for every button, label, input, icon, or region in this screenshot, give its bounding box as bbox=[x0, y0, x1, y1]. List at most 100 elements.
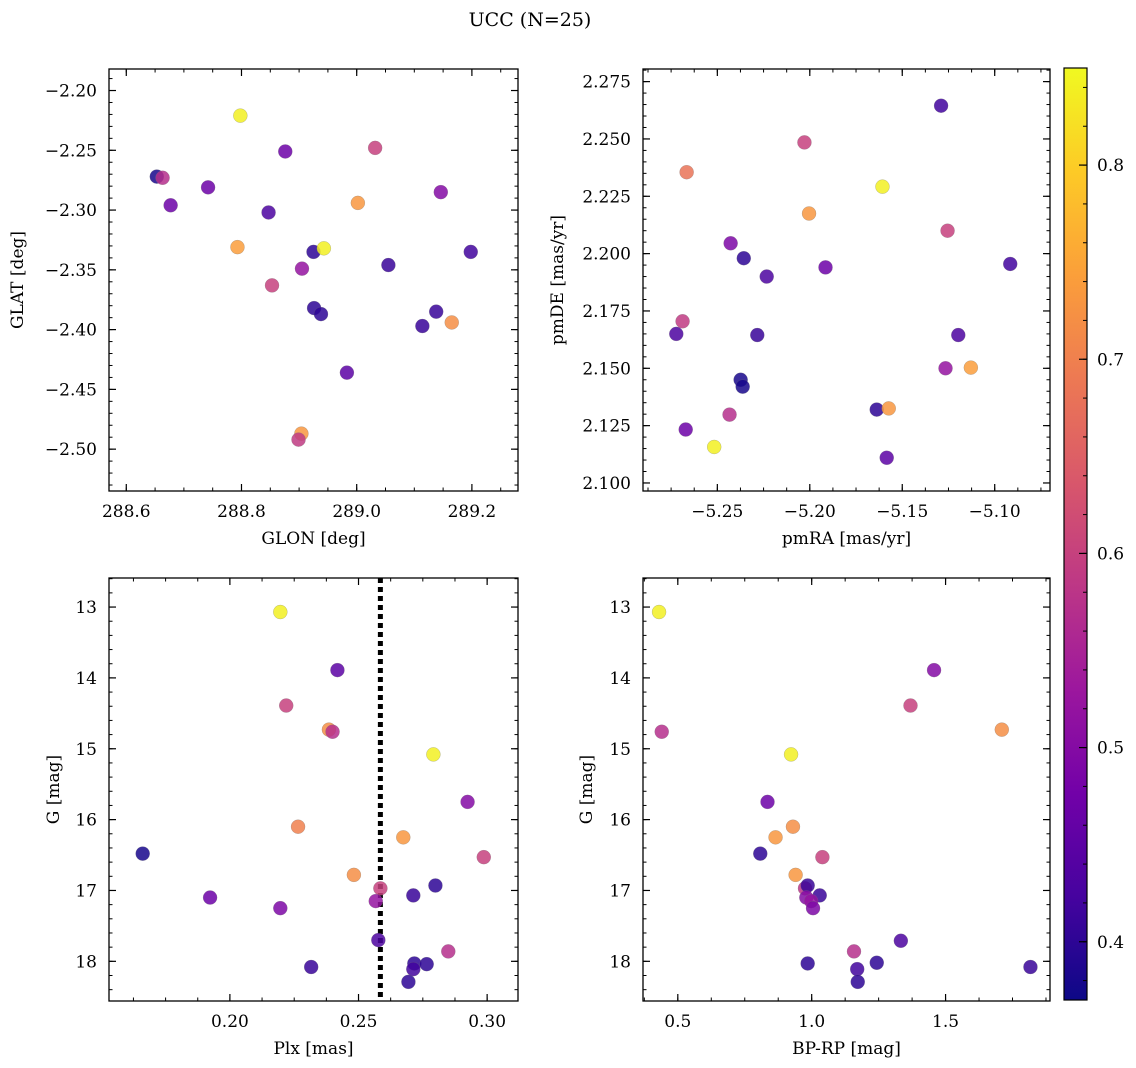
data-point bbox=[940, 223, 955, 238]
scatter-panel-1: 288.6 288.8 289.0 289.2 −2.50 −2.45 −2.40 −2.35… bbox=[8, 68, 519, 549]
data-point bbox=[346, 867, 362, 883]
x-tick-label: 0.20 bbox=[211, 1012, 249, 1032]
data-point bbox=[294, 261, 310, 276]
data-point bbox=[367, 140, 383, 156]
axes-frame bbox=[108, 577, 519, 1002]
data-point bbox=[476, 849, 491, 865]
colorbar-tick-label: 0.4 bbox=[1097, 933, 1124, 953]
data-point bbox=[316, 241, 332, 256]
data-point bbox=[273, 900, 288, 916]
data-point bbox=[760, 794, 775, 810]
data-point bbox=[869, 402, 884, 417]
y-tick-label: 2.250 bbox=[582, 130, 631, 150]
data-point bbox=[881, 401, 896, 416]
data-point bbox=[846, 944, 862, 959]
data-points bbox=[135, 604, 491, 990]
scatter-panel-3: 0.20 0.25 0.30 13 14 15 16 17 18 Plx [mas] G [mag] bbox=[44, 577, 519, 1059]
axes-frame bbox=[108, 68, 519, 492]
data-point bbox=[313, 306, 329, 322]
data-point bbox=[406, 888, 421, 903]
data-point bbox=[330, 662, 345, 678]
y-tick-label: 2.225 bbox=[582, 187, 631, 207]
y-tick-label: −2.25 bbox=[45, 141, 97, 161]
data-point bbox=[325, 724, 340, 739]
data-point bbox=[339, 365, 355, 380]
x-tick-label: 0.5 bbox=[664, 1012, 691, 1032]
colorbar-gradient bbox=[1064, 68, 1087, 1000]
x-tick-label: −5.10 bbox=[969, 502, 1021, 522]
data-point bbox=[926, 662, 942, 678]
x-tick-label: 289.0 bbox=[332, 502, 381, 522]
data-point bbox=[290, 819, 306, 834]
data-point bbox=[1023, 959, 1038, 975]
scatter-panels: 288.6 288.8 289.0 289.2 −2.50 −2.45 −2.40 −2.35… bbox=[8, 68, 1051, 1059]
x-axis-label: Plx [mas] bbox=[273, 1039, 353, 1059]
data-point bbox=[815, 849, 830, 865]
data-point bbox=[963, 360, 979, 375]
data-point bbox=[801, 206, 817, 221]
data-point bbox=[406, 961, 421, 977]
colorbar-tick-label: 0.8 bbox=[1097, 156, 1124, 176]
y-tick-label: 2.275 bbox=[582, 73, 631, 93]
data-point bbox=[303, 959, 319, 975]
y-tick-label: −2.20 bbox=[45, 82, 97, 102]
x-tick-label: 288.6 bbox=[102, 502, 151, 522]
data-point bbox=[433, 184, 449, 200]
axes-frame bbox=[642, 577, 1051, 1002]
y-tick-label: 17 bbox=[75, 881, 97, 901]
data-point bbox=[419, 956, 434, 972]
data-point bbox=[264, 278, 280, 293]
data-point bbox=[373, 881, 388, 896]
x-tick-label: 1.5 bbox=[932, 1012, 959, 1032]
data-points bbox=[651, 604, 1038, 990]
y-axis-label: GLAT [deg] bbox=[8, 231, 28, 329]
y-tick-label: 13 bbox=[75, 598, 97, 618]
data-point bbox=[869, 955, 884, 970]
data-point bbox=[850, 961, 865, 977]
minor-ticks bbox=[643, 69, 1050, 491]
minor-ticks bbox=[109, 578, 518, 1001]
data-point bbox=[951, 327, 966, 343]
data-point bbox=[994, 722, 1010, 737]
data-point bbox=[759, 269, 774, 284]
data-point bbox=[800, 878, 815, 893]
y-tick-label: 13 bbox=[609, 598, 631, 618]
y-tick-label: 2.150 bbox=[582, 359, 631, 379]
scatter-panel-2: −5.25 −5.20 −5.15 −5.10 2.100 2.125 2.150 2.175… bbox=[548, 68, 1051, 549]
data-point bbox=[879, 450, 894, 465]
y-tick-label: 16 bbox=[75, 811, 97, 831]
y-tick-label: −2.50 bbox=[45, 440, 97, 460]
data-point bbox=[401, 974, 416, 990]
y-tick-label: 18 bbox=[75, 952, 97, 972]
x-tick-label: 1.0 bbox=[798, 1012, 825, 1032]
data-point bbox=[788, 867, 803, 883]
data-point bbox=[805, 900, 821, 916]
data-point bbox=[396, 830, 411, 845]
data-point bbox=[1003, 256, 1018, 272]
x-tick-label: 288.8 bbox=[217, 502, 266, 522]
y-axis-label: pmDE [mas/yr] bbox=[548, 215, 568, 345]
data-point bbox=[679, 165, 694, 180]
data-point bbox=[279, 698, 294, 713]
data-point bbox=[278, 144, 293, 159]
colorbar: 0.4 0.5 0.6 0.7 0.8 bbox=[1063, 67, 1124, 1001]
data-points bbox=[149, 108, 478, 447]
minor-ticks bbox=[109, 69, 518, 491]
data-point bbox=[230, 239, 245, 255]
data-point bbox=[368, 893, 383, 909]
x-tick-label: −5.20 bbox=[784, 502, 836, 522]
data-point bbox=[460, 794, 475, 810]
colorbar-tick-label: 0.5 bbox=[1097, 739, 1124, 759]
data-point bbox=[651, 604, 667, 620]
data-point bbox=[753, 846, 768, 861]
figure-title: UCC (N=25) bbox=[469, 9, 592, 31]
y-tick-label: 15 bbox=[75, 740, 97, 760]
data-point bbox=[163, 198, 178, 213]
data-point bbox=[441, 944, 456, 959]
data-point bbox=[291, 432, 306, 447]
scatter-panel-4: 0.5 1.0 1.5 13 14 15 16 17 18 BP-RP [mag] G [mag] bbox=[577, 577, 1051, 1059]
colorbar-frame bbox=[1063, 67, 1088, 1001]
colorbar-tick-label: 0.6 bbox=[1097, 544, 1124, 564]
data-point bbox=[371, 932, 386, 948]
